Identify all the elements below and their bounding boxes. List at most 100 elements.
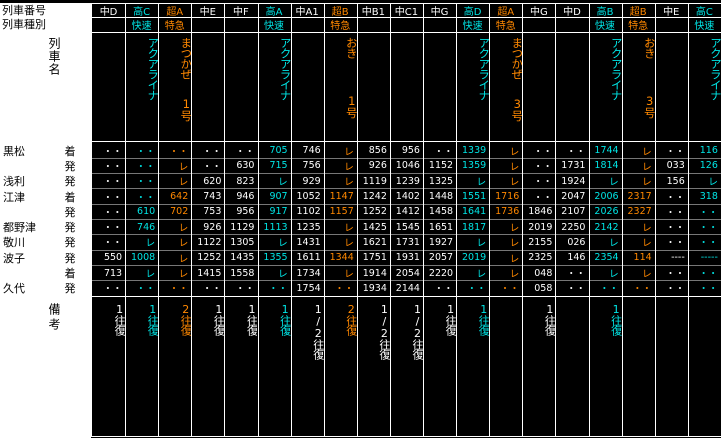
time-cell: ・・ (533, 146, 553, 158)
train-name: アクアライナ (464, 34, 489, 139)
time-cell: 715 (269, 160, 288, 172)
time-cell: 2006 (594, 191, 619, 203)
train-number[interactable]: 高C (133, 6, 151, 18)
time-cell: 033 (666, 160, 685, 172)
arr-dep-kind: 発 (62, 204, 78, 220)
time-cell: 929 (302, 175, 321, 187)
grid-line (0, 3, 721, 4)
time-cell: 1052 (296, 191, 321, 203)
time-cell: 2047 (561, 191, 586, 203)
time-cell: ・・ (334, 284, 354, 296)
train-number[interactable]: 中F (233, 6, 249, 18)
time-cell: 1651 (428, 221, 454, 233)
grid-line (687, 3, 689, 436)
train-number[interactable]: 中B1 (361, 6, 385, 18)
train-name-text: アクアライナ (609, 37, 622, 100)
station-name (3, 158, 57, 174)
train-number[interactable]: 超A (497, 6, 515, 18)
train-number[interactable]: 中E (199, 6, 216, 18)
time-cell: 1754 (296, 282, 321, 294)
time-cell: 1734 (296, 267, 321, 279)
train-type: 快速 (264, 20, 285, 32)
time-cell: 1102 (296, 206, 321, 218)
train-number[interactable]: 高C (695, 6, 713, 18)
arr-dep-kind: 発 (62, 219, 78, 235)
time-cell: レ (642, 238, 652, 250)
train-number[interactable]: 中D (563, 6, 581, 18)
train-number[interactable]: 超B (629, 6, 647, 18)
arr-dep-kind: 発 (62, 280, 78, 296)
arr-dep-kind: 発 (62, 158, 78, 174)
train-number[interactable]: 中G (430, 6, 449, 18)
train-type-label: 列車種別 (2, 17, 78, 31)
grid-line (0, 296, 721, 297)
train-number[interactable]: 高A (265, 6, 283, 18)
grid-line (290, 3, 292, 436)
time-cell: レ (145, 269, 156, 281)
time-cell: レ (344, 269, 354, 281)
train-number[interactable]: 高B (596, 6, 614, 18)
time-cell: 1425 (362, 221, 387, 233)
time-cell: 642 (170, 191, 189, 203)
time-cell: 856 (368, 145, 387, 157)
arr-dep-kind: 発 (62, 250, 78, 266)
train-type (191, 17, 224, 31)
arr-dep-kind: 着 (62, 188, 78, 205)
time-cell: ・・ (103, 223, 123, 235)
time-cell: ・・ (533, 161, 553, 173)
time-cell: 2019 (462, 252, 487, 264)
time-cell: 823 (236, 175, 255, 187)
time-cell: レ (609, 177, 619, 189)
time-cell: 146 (567, 252, 586, 264)
time-cell: 610 (137, 206, 156, 218)
time-cell: 1252 (197, 252, 222, 264)
time-cell: 1355 (263, 252, 288, 264)
train-number[interactable]: 中G (529, 6, 548, 18)
time-cell: 1402 (395, 191, 420, 203)
time-cell: 1934 (362, 282, 387, 294)
time-cell: 058 (534, 282, 553, 294)
grid-line (257, 3, 259, 436)
train-number[interactable]: 超A (166, 6, 184, 18)
time-cell: ----- (700, 252, 718, 264)
remark-cell: 1往復 (113, 303, 126, 335)
train-number[interactable]: 超B (331, 6, 349, 18)
time-cell: ・・ (500, 284, 520, 296)
grid-line (92, 17, 721, 18)
grid-line (522, 3, 524, 436)
train-number[interactable]: 中D (99, 6, 118, 18)
train-type: 特急 (164, 20, 185, 32)
time-cell: 1305 (230, 236, 255, 248)
time-cell: レ (178, 223, 189, 235)
time-cell: 1846 (528, 206, 553, 218)
time-cell: 2155 (528, 236, 553, 248)
grid-line (323, 3, 325, 436)
arr-dep-kind: 着 (62, 143, 78, 159)
time-cell: 2107 (561, 206, 586, 218)
time-cell: ・・ (103, 161, 123, 173)
time-cell: 2054 (395, 267, 420, 279)
time-cell: 907 (269, 191, 288, 203)
train-number[interactable]: 中A1 (295, 6, 319, 18)
train-name-text: おき (344, 37, 357, 58)
grid-line (224, 3, 226, 436)
train-number[interactable]: 中E (663, 6, 680, 18)
time-cell: レ (278, 269, 288, 281)
time-cell: 026 (567, 236, 586, 248)
grid-line (654, 3, 656, 436)
time-cell: ・・ (665, 269, 685, 281)
time-cell: 1448 (428, 191, 454, 203)
time-cell: 1252 (362, 206, 387, 218)
remark-cell: 2往復 (344, 303, 357, 335)
train-number[interactable]: 中C1 (394, 6, 419, 18)
time-cell: 713 (103, 267, 123, 279)
remark-cell: 1/2往復 (410, 303, 423, 359)
time-cell: ・・ (434, 146, 454, 158)
grid-line (0, 3, 1, 436)
time-cell: 1431 (296, 236, 321, 248)
time-cell: 705 (269, 145, 288, 157)
train-number[interactable]: 高D (463, 6, 482, 18)
time-cell: ・・ (566, 284, 586, 296)
grid-line (92, 188, 721, 190)
grid-line (92, 203, 721, 205)
